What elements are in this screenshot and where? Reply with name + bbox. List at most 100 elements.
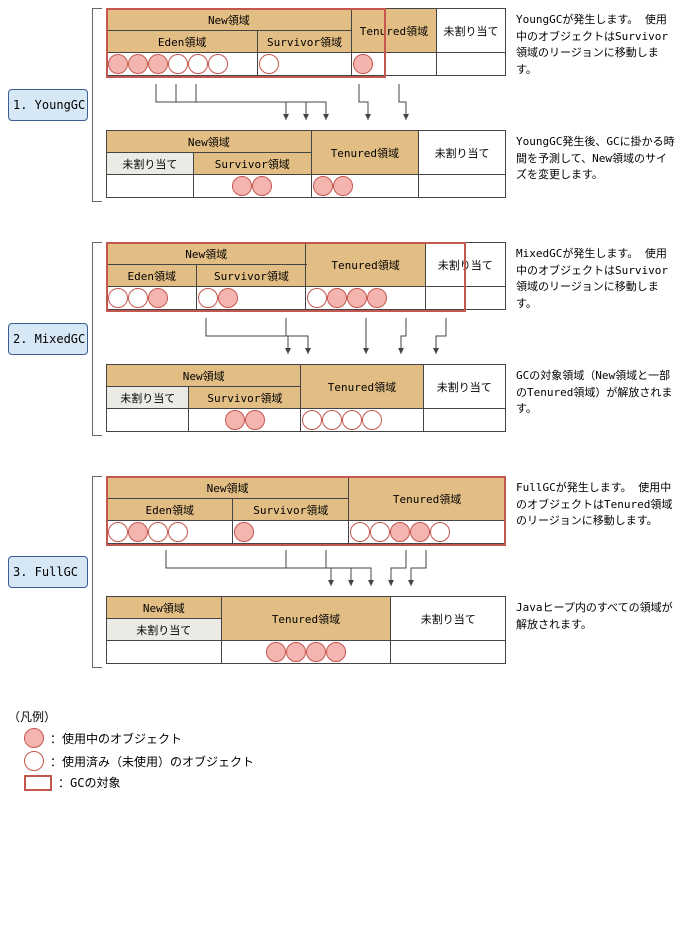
tenured-header: Tenured領域 [306,243,425,287]
section-label: 3. FullGC [8,556,88,588]
object-cell [197,287,306,310]
heap-before: New領域Tenured領域Eden領域Survivor領域 [106,476,506,544]
object-cell [193,175,311,198]
arrow-icon [206,318,288,354]
arrow-icon [359,84,368,120]
unassigned-header: 未割り当て [419,131,506,175]
object-cell [349,521,506,544]
heap-before: New領域Tenured領域未割り当て Eden領域Survivor領域 [106,8,506,76]
obj-filled-icon [367,288,387,308]
obj-empty-icon [208,54,228,74]
obj-filled-icon [306,642,326,662]
object-cell [258,53,351,76]
obj-empty-icon [322,410,342,430]
arrow-icon [411,550,426,586]
arrow-icon [391,550,406,586]
object-cell [351,53,436,76]
object-cell [107,287,197,310]
eden-header: Eden領域 [107,31,258,53]
object-cell [311,175,419,198]
obj-empty-icon [108,288,128,308]
tenured-header: Tenured領域 [311,131,419,175]
survivor-header: Survivor領域 [258,31,351,53]
description-before: FullGCが発生します。 使用中のオブジェクトはTenured領域のリージョン… [516,476,675,530]
arrow-area [106,550,506,590]
section-label: 2. MixedGC [8,323,88,355]
description-before: YoungGCが発生します。 使用中のオブジェクトはSurvivor領域のリージ… [516,8,675,78]
legend-box-row: ：GCの対象 [24,774,675,791]
new-header: New領域 [107,9,352,31]
obj-filled-icon [234,522,254,542]
unassigned-sub: 未割り当て [107,153,194,175]
obj-filled-icon [108,54,128,74]
description-before: MixedGCが発生します。 使用中のオブジェクトはSurvivor領域のリージ… [516,242,675,312]
unassigned-header: 未割り当て [423,365,505,409]
legend-filled-label: ：使用中のオブジェクト [50,730,182,747]
legend-title: （凡例） [8,708,675,725]
obj-filled-icon [353,54,373,74]
obj-filled-icon [266,642,286,662]
object-cell [306,287,425,310]
object-cell [391,641,506,664]
survivor-header: Survivor領域 [189,387,301,409]
unassigned-sub: 未割り当て [107,387,189,409]
object-cell [419,175,506,198]
tenured-header: Tenured領域 [221,597,391,641]
heap-before: New領域Tenured領域未割り当てEden領域Survivor領域 [106,242,506,310]
unassigned-header: 未割り当て [437,9,506,53]
obj-empty-icon [148,522,168,542]
legend-filled-row: ：使用中のオブジェクト [24,728,675,748]
arrow-icon [326,550,371,586]
obj-filled-icon [148,288,168,308]
obj-filled-icon [148,54,168,74]
obj-filled-icon [327,288,347,308]
object-cell [437,53,506,76]
unassigned-header: 未割り当て [425,243,505,287]
description-after: GCの対象領域（New領域と一部のTenured領域）が解放されます。 [516,364,675,418]
tenured-header: Tenured領域 [301,365,423,409]
obj-empty-icon [168,522,188,542]
eden-header: Eden領域 [107,499,233,521]
obj-filled-icon [252,176,272,196]
obj-empty-icon [198,288,218,308]
legend-filled-icon [24,728,44,748]
obj-filled-icon [128,522,148,542]
obj-empty-icon [307,288,327,308]
section-full: 3. FullGC New領域Tenured領域Eden領域Survivor領域F… [8,476,675,668]
object-cell [189,409,301,432]
new-header: New領域 [107,365,301,387]
obj-filled-icon [218,288,238,308]
arrow-icon [399,84,406,120]
obj-filled-icon [333,176,353,196]
obj-empty-icon [342,410,362,430]
obj-filled-icon [326,642,346,662]
unassigned-sub: 未割り当て [107,619,222,641]
obj-empty-icon [128,288,148,308]
tenured-header: Tenured領域 [351,9,436,53]
object-cell [233,521,349,544]
obj-filled-icon [225,410,245,430]
object-cell [107,641,222,664]
heap-after: New領域Tenured領域未割り当て未割り当てSurvivor領域 [106,130,506,198]
heap-after: New領域Tenured領域未割り当て未割り当てSurvivor領域 [106,364,506,432]
obj-empty-icon [168,54,188,74]
description-after: YoungGC発生後、GCに掛かる時間を予測して、New領域のサイズを変更します… [516,130,675,184]
object-cell [107,53,258,76]
unassigned-header: 未割り当て [391,597,506,641]
arrow-icon [286,318,308,354]
survivor-header: Survivor領域 [197,265,306,287]
obj-empty-icon [302,410,322,430]
object-cell [107,409,189,432]
obj-filled-icon [347,288,367,308]
obj-filled-icon [410,522,430,542]
new-header: New領域 [107,477,349,499]
legend-box-label: ：GCの対象 [58,774,120,791]
new-header: New領域 [107,131,312,153]
object-cell [221,641,391,664]
legend-box-icon [24,775,52,791]
section-mixed: 2. MixedGC New領域Tenured領域未割り当てEden領域Survi… [8,242,675,436]
obj-filled-icon [245,410,265,430]
bracket-icon [92,8,102,202]
arrow-area [106,84,506,124]
arrow-area [106,318,506,358]
